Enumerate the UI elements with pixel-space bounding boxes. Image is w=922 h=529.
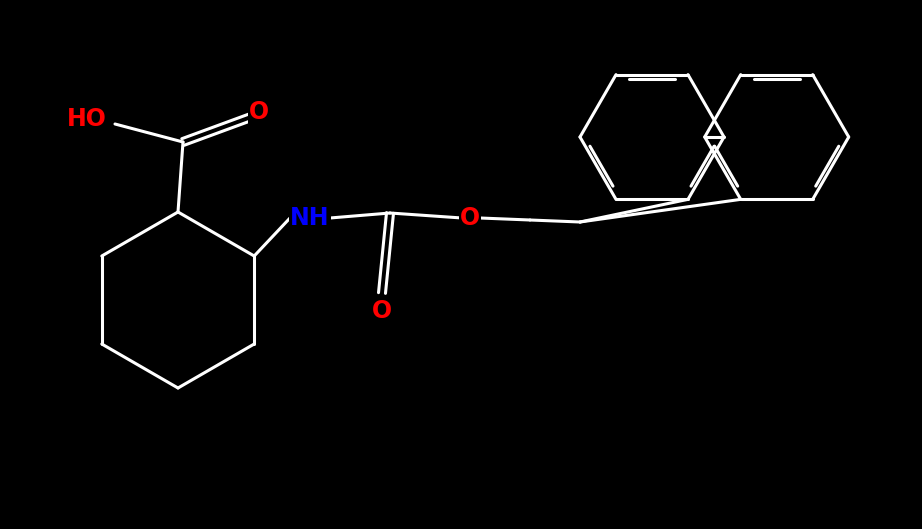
Text: O: O [372, 299, 392, 323]
Text: O: O [460, 206, 480, 230]
Text: NH: NH [290, 206, 330, 230]
Text: HO: HO [67, 107, 107, 131]
Text: O: O [249, 100, 269, 124]
